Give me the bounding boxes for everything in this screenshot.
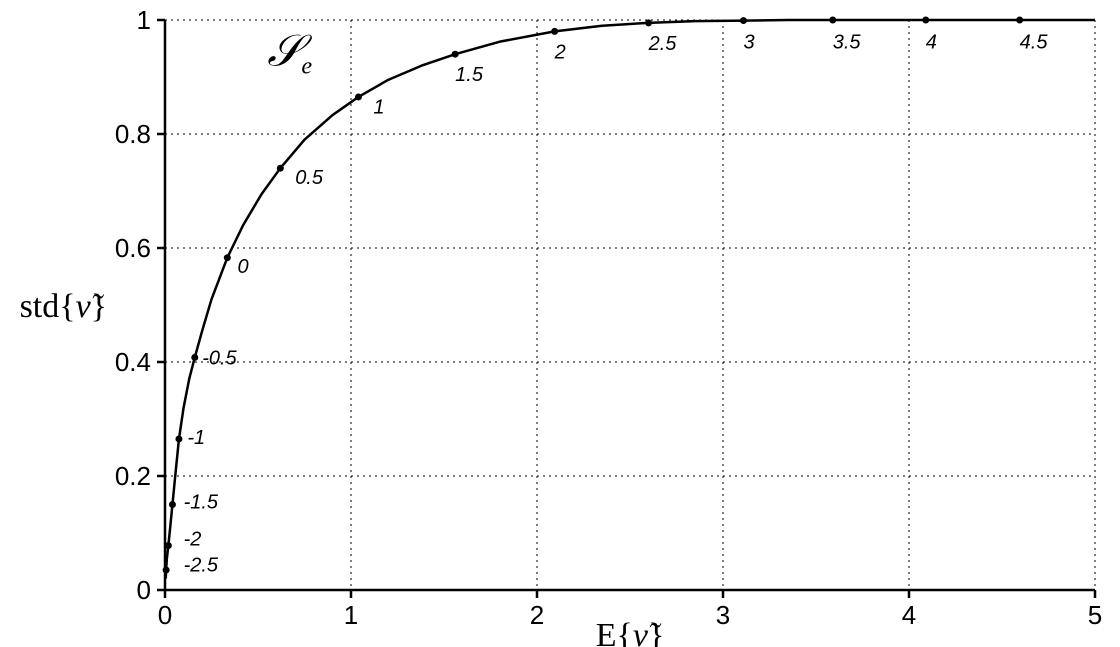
data-point-label: -2 xyxy=(184,529,202,551)
data-point-label: -2.5 xyxy=(184,554,219,576)
x-tick-label: 4 xyxy=(902,600,916,630)
chart-svg: 0 1 2 3 4 5 0 0.2 0.4 0.6 0.8 1 -2.5 -2 -1.5 -1 -0.5 0 0.5… xyxy=(0,0,1120,647)
data-point xyxy=(355,93,362,100)
data-point-label: 0 xyxy=(238,256,249,278)
data-point-label: 1 xyxy=(373,97,384,119)
data-point xyxy=(191,354,198,361)
x-tick-label: 2 xyxy=(530,600,544,630)
data-point xyxy=(645,19,652,26)
data-point xyxy=(740,17,747,24)
data-point xyxy=(277,165,284,172)
y-axis-label: std{ν̃} xyxy=(20,288,107,325)
data-point xyxy=(163,567,170,574)
y-tick-label: 0.4 xyxy=(115,347,151,377)
x-tick-label: 3 xyxy=(716,600,730,630)
y-tick-label: 0.2 xyxy=(115,461,151,491)
data-point-label: 4.5 xyxy=(1020,32,1049,54)
y-tick-label: 0.8 xyxy=(115,119,151,149)
data-point xyxy=(224,254,231,261)
chart-container: 0 1 2 3 4 5 0 0.2 0.4 0.6 0.8 1 -2.5 -2 -1.5 -1 -0.5 0 0.5… xyxy=(0,0,1120,647)
data-point-label: -1.5 xyxy=(184,492,219,514)
data-point xyxy=(452,51,459,58)
data-point xyxy=(175,435,182,442)
x-tick-label: 0 xyxy=(158,600,172,630)
data-point xyxy=(165,542,172,549)
data-point xyxy=(551,28,558,35)
data-point-label: -1 xyxy=(187,427,205,449)
data-point-label: 2 xyxy=(554,41,566,63)
x-axis-label: E{ν̃} xyxy=(596,617,665,647)
data-point-label: 3 xyxy=(743,32,754,54)
y-tick-label: 1 xyxy=(137,5,151,35)
y-tick-label: 0 xyxy=(137,575,151,605)
x-tick-label: 5 xyxy=(1088,600,1102,630)
data-point-label: 2.5 xyxy=(648,33,678,55)
data-point-label: 3.5 xyxy=(833,32,862,54)
data-point xyxy=(1016,17,1023,24)
data-point xyxy=(169,501,176,508)
data-point xyxy=(829,17,836,24)
data-point-label: -0.5 xyxy=(202,347,237,369)
data-point-label: 1.5 xyxy=(455,64,484,86)
data-point-label: 4 xyxy=(926,32,937,54)
x-tick-label: 1 xyxy=(344,600,358,630)
data-point xyxy=(922,17,929,24)
data-point-label: 0.5 xyxy=(295,167,324,189)
y-tick-label: 0.6 xyxy=(115,233,151,263)
